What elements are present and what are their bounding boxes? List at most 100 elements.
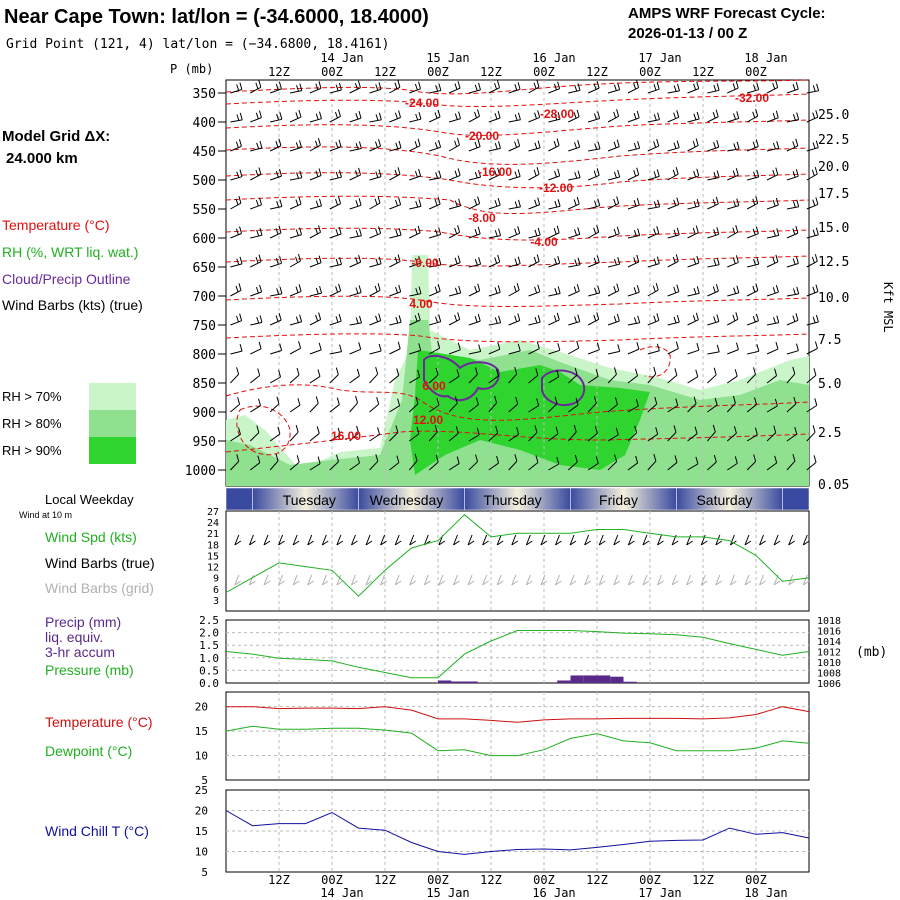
wind-barb [468, 397, 479, 413]
temp-contour-label: -32.00 [735, 91, 769, 105]
wind-barb [627, 197, 640, 210]
wind-barb [667, 140, 680, 152]
pressure-line [225, 630, 810, 679]
wind-barb [329, 196, 342, 210]
wind-barb [488, 425, 499, 442]
wind-barb [766, 254, 779, 268]
wind-barb [627, 425, 638, 442]
wind-barb [806, 83, 820, 94]
wind-barb [249, 455, 261, 471]
surface-wind-barbs [234, 534, 810, 586]
wind-barb [568, 109, 580, 123]
temp-contour-label: -8.00 [468, 211, 496, 225]
hour-tick-label: 00Z [321, 65, 343, 79]
wind-barb [468, 226, 481, 239]
wind-barb-true [452, 534, 460, 546]
wind-barb [309, 168, 322, 181]
wind-barb [786, 225, 799, 239]
wind-barb [746, 313, 759, 326]
wind-barb [448, 396, 458, 413]
pressure-unit: (mb) [856, 645, 887, 660]
wind-barb-grid [423, 574, 431, 586]
wind-barb [369, 454, 379, 471]
wind-barb [428, 454, 439, 471]
wind-barb [269, 81, 282, 94]
wind-barb [508, 283, 520, 297]
wind-barb [508, 396, 519, 413]
wind-tick-label: 24 [207, 518, 219, 529]
hour-tick-label: 12Z [374, 873, 396, 887]
wind-barb [607, 257, 621, 268]
wind-barb [309, 255, 322, 268]
wind-barb [727, 198, 740, 210]
wind-barb [786, 199, 800, 210]
wind-barb [269, 453, 279, 471]
forecast-cycle-line1: AMPS WRF Forecast Cycle: [628, 5, 826, 22]
wind-barb [627, 228, 641, 239]
wind-barb [349, 315, 362, 326]
wind-barb [289, 284, 302, 297]
wind-barb [766, 228, 780, 239]
wind-barb [289, 83, 303, 94]
wind-barb-grid [263, 574, 271, 586]
wind-barb-grid [540, 574, 548, 586]
legend-wind-barbs-true: Wind Barbs (true) [45, 555, 155, 571]
wind-barb [270, 168, 282, 181]
hour-tick-label: 12Z [586, 873, 608, 887]
wind-barb [349, 141, 362, 152]
wind-barb [408, 426, 420, 442]
wind-barb [647, 256, 660, 268]
rh-80-swatch [89, 410, 136, 437]
wind-barb [588, 285, 601, 297]
weekday-label: Wednesday [370, 492, 444, 508]
wind-barb [746, 139, 759, 152]
temp-series [225, 706, 810, 757]
wind-barb [528, 425, 538, 442]
hour-tick-label: 00Z [427, 873, 449, 887]
wind-barb [548, 81, 561, 94]
temperature-dewpoint-panel: 20 15 10 5 Temperature (°C) Dewpoint (°C) [45, 691, 810, 787]
temp-contour-label: 16.00 [331, 429, 361, 443]
hour-tick-label: 00Z [745, 65, 767, 79]
wind-barb [230, 397, 241, 413]
temp-y-axis: 20 15 10 5 [195, 701, 208, 787]
wind-barb [627, 80, 640, 94]
wind-barb [687, 286, 700, 297]
hour-tick-label: 00Z [533, 873, 555, 887]
wind-barb [687, 426, 698, 442]
wind-barb [607, 196, 620, 210]
wind-barb [349, 110, 362, 123]
wind-barb-true [336, 534, 344, 546]
wind-barb [607, 109, 620, 123]
wind-barb-true [627, 534, 635, 546]
wind-barb [766, 285, 779, 297]
rh-80-label: RH > 80% [2, 416, 62, 431]
wind-barb-true [292, 534, 300, 546]
wind-barb [607, 427, 619, 442]
wind-barb [488, 368, 499, 384]
wind-barb [488, 141, 501, 152]
wind-barb [806, 197, 819, 210]
wind-tick-label: 6 [213, 585, 219, 596]
pressure-tick-label: 700 [193, 290, 216, 305]
wind-barb [786, 343, 799, 355]
wind-barb [587, 456, 599, 471]
wind-barb [468, 257, 482, 268]
height-tick-label: 22.5 [818, 133, 849, 148]
temp-contour-label: -20.00 [465, 129, 499, 143]
wind-barb [349, 80, 361, 94]
wind-barb [428, 196, 441, 210]
wind-barb [488, 80, 501, 94]
wind-barb [329, 226, 342, 239]
temp-grid [226, 692, 809, 780]
wind-barb [369, 343, 382, 355]
wind-barb [786, 169, 799, 181]
wind-barb-grid [584, 574, 591, 586]
pressure-tick-label: 800 [193, 348, 216, 363]
wind-barb [309, 396, 319, 413]
date-tick-label: 18 Jan [744, 51, 787, 65]
wind-barb [528, 368, 539, 384]
temp-contour-label: 4.00 [409, 297, 433, 311]
